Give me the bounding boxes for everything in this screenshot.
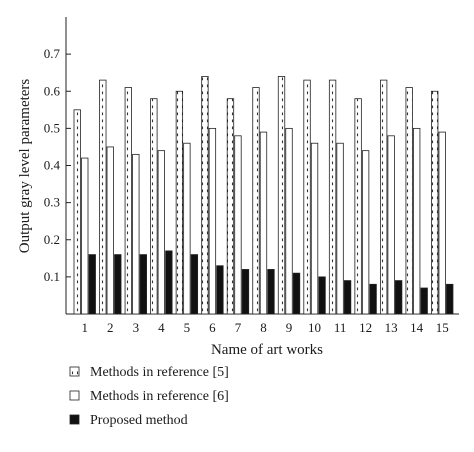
x-tick-label: 10 <box>308 320 321 335</box>
bar-empty <box>336 142 344 315</box>
legend-swatch-empty <box>69 390 80 401</box>
bar-solid-black <box>420 287 428 315</box>
bar-solid-black <box>446 283 454 315</box>
bar-empty <box>208 127 217 315</box>
x-tick-label: 3 <box>133 320 140 335</box>
y-tick-label: 0.2 <box>44 232 60 247</box>
bar-dashed-hatch <box>405 87 413 315</box>
bar-dashed-hatch <box>379 79 388 315</box>
bar-dashed-hatch <box>277 76 286 315</box>
x-tick-label: 15 <box>436 320 449 335</box>
bar-solid-black <box>267 269 275 315</box>
bar-empty <box>157 150 166 315</box>
y-tick-label: 0.3 <box>44 195 60 210</box>
bar-empty <box>285 127 293 315</box>
bar-solid-black <box>216 265 224 315</box>
bar-dashed-hatch <box>226 98 235 315</box>
legend-label: Methods in reference [5] <box>90 365 229 380</box>
bar-dashed-hatch <box>73 109 81 315</box>
bar-dashed-hatch <box>124 87 132 315</box>
x-tick-label: 6 <box>209 320 216 335</box>
bar-dashed-hatch <box>175 90 184 315</box>
ticks: 0.10.20.30.40.50.60.71 2 3 4 5 6 7 8 9 10 11 12 13 14… <box>44 46 449 335</box>
bar-solid-black <box>165 250 173 315</box>
bar-dashed-hatch <box>354 98 362 315</box>
bar-empty <box>387 135 395 315</box>
bar-empty <box>132 153 140 315</box>
x-tick-label: 8 <box>260 320 267 335</box>
x-tick-label: 5 <box>184 320 191 335</box>
bar-solid-black <box>292 272 301 315</box>
legend-label: Methods in reference [6] <box>90 389 229 404</box>
bar-solid-black <box>241 269 250 315</box>
bar-solid-black <box>190 254 199 315</box>
bar-solid-black <box>318 276 326 315</box>
bar-empty <box>310 142 319 315</box>
x-tick-label: 12 <box>359 320 372 335</box>
bar-empty <box>438 131 446 315</box>
bar-solid-black <box>369 283 377 315</box>
bars <box>73 76 454 315</box>
bar-solid-black <box>114 254 122 315</box>
x-tick-label: 13 <box>385 320 398 335</box>
bar-solid-black <box>88 254 96 315</box>
bar-empty <box>259 131 268 315</box>
y-tick-label: 0.7 <box>44 46 61 61</box>
x-tick-label: 7 <box>235 320 242 335</box>
y-tick-label: 0.5 <box>44 120 60 135</box>
bar-empty <box>361 150 370 315</box>
y-tick-label: 0.4 <box>44 158 61 173</box>
x-tick-label: 2 <box>107 320 114 335</box>
x-tick-label: 9 <box>286 320 293 335</box>
bar-dashed-hatch <box>201 76 209 315</box>
x-tick-label: 4 <box>158 320 165 335</box>
bar-empty <box>413 127 421 315</box>
bar-dashed-hatch <box>252 87 260 315</box>
y-tick-label: 0.6 <box>44 83 61 98</box>
bar-dashed-hatch <box>150 98 158 315</box>
legend: Methods in reference [5] Methods in refer… <box>69 365 229 428</box>
y-axis-label: Output gray level parameters <box>17 79 33 254</box>
bar-empty <box>183 142 191 315</box>
bar-empty <box>234 135 242 315</box>
bar-dashed-hatch <box>328 79 337 315</box>
bar-dashed-hatch <box>303 79 311 315</box>
bar-solid-black <box>139 254 147 315</box>
legend-swatch-solid-black <box>69 414 80 425</box>
legend-swatch-dashed-hatch <box>69 366 80 377</box>
bar-solid-black <box>394 280 403 315</box>
x-tick-label: 11 <box>334 320 347 335</box>
bar-empty <box>81 157 89 315</box>
bar-empty <box>106 146 114 315</box>
x-tick-label: 1 <box>82 320 89 335</box>
x-axis-label: Name of art works <box>211 342 323 358</box>
bar-solid-black <box>343 280 352 315</box>
x-tick-label: 14 <box>410 320 424 335</box>
legend-label: Proposed method <box>90 413 188 428</box>
y-tick-label: 0.1 <box>44 269 60 284</box>
bar-dashed-hatch <box>99 79 107 315</box>
bar-dashed-hatch <box>431 90 439 315</box>
